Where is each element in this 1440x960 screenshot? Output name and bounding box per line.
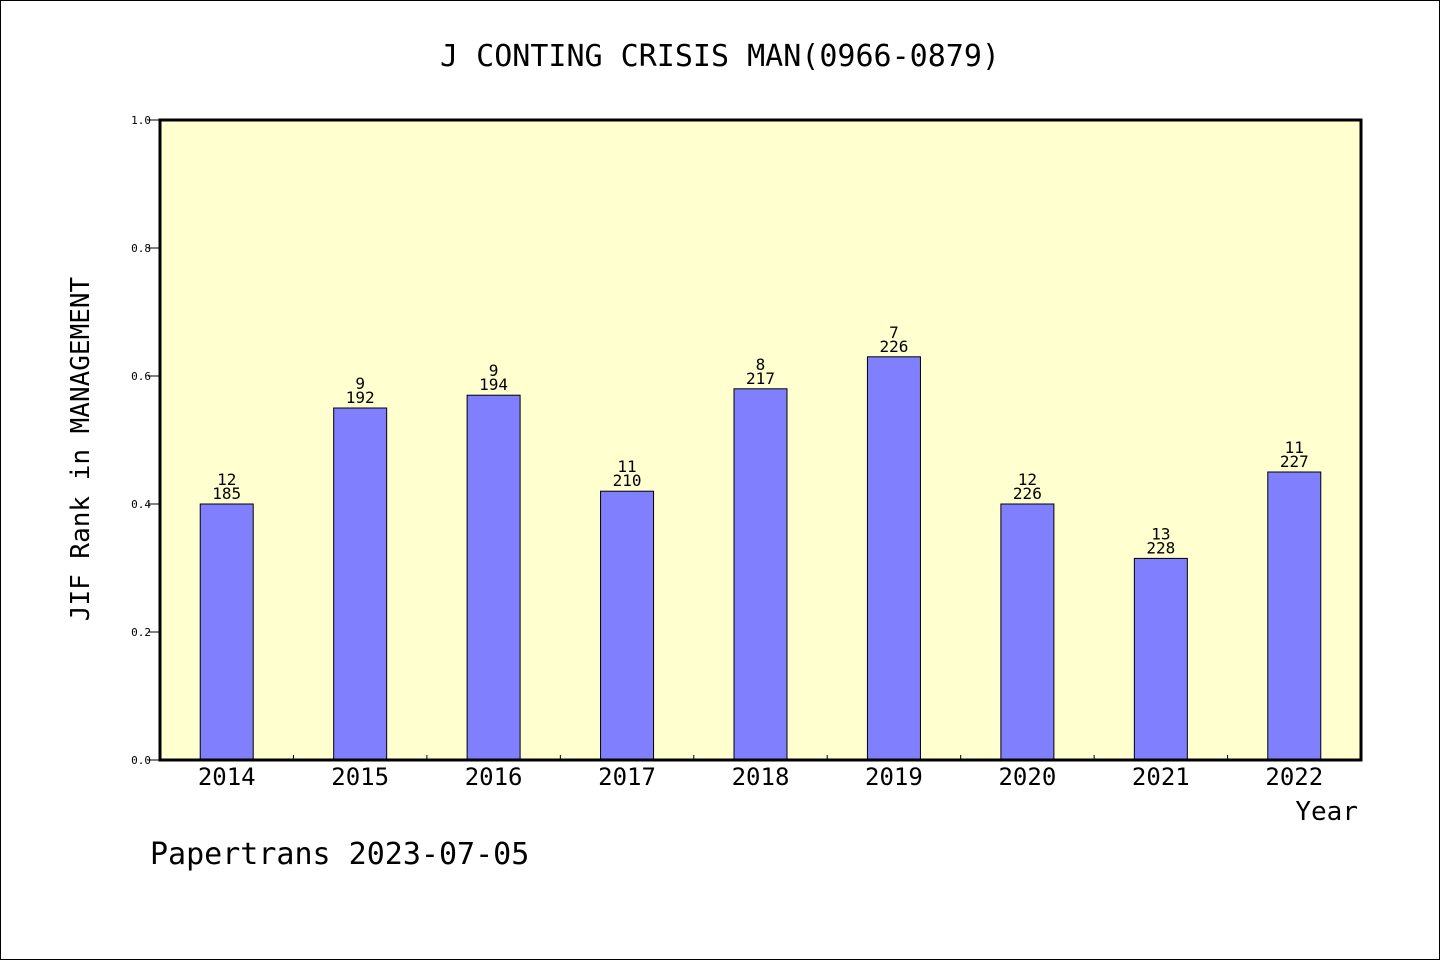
bar-rank-label: 12 xyxy=(1018,470,1037,489)
x-tick-label: 2018 xyxy=(732,763,790,791)
bars: 1218591929194112108217722612226132281122… xyxy=(199,323,1322,761)
x-tick-label: 2014 xyxy=(198,763,256,791)
bar-rank-label: 13 xyxy=(1151,524,1170,543)
bar-total-label: 192 xyxy=(346,388,375,407)
bar-2019 xyxy=(866,356,921,761)
bar-2015 xyxy=(333,407,388,761)
bar-rank-label: 9 xyxy=(489,361,499,380)
y-tick-label: 0.4 xyxy=(131,498,151,511)
y-tick-label: 1.0 xyxy=(131,114,151,127)
chart-title: J CONTING CRISIS MAN(0966-0879) xyxy=(440,39,1000,74)
bar-total-label: 217 xyxy=(746,369,775,388)
y-axis: 0.0 0.2 0.4 0.6 0.8 1.0 xyxy=(131,114,160,767)
bar-total-label: 194 xyxy=(479,375,508,394)
bar-total-label: 226 xyxy=(1013,484,1042,503)
bar-rank-label: 11 xyxy=(1285,438,1304,457)
bar-2017 xyxy=(600,490,655,761)
x-tick-label: 2019 xyxy=(865,763,923,791)
x-tick-label: 2020 xyxy=(998,763,1056,791)
bar-2016 xyxy=(466,394,521,761)
x-tick-label: 2017 xyxy=(598,763,656,791)
x-tick-label: 2022 xyxy=(1265,763,1323,791)
plot-border xyxy=(158,118,1363,762)
bar-2018 xyxy=(733,388,788,761)
bar-2020 xyxy=(1000,503,1055,761)
bar-2022 xyxy=(1267,471,1322,761)
x-tick-label: 2021 xyxy=(1132,763,1190,791)
bar-2014 xyxy=(199,503,254,761)
y-tick-label: 0.2 xyxy=(131,626,151,639)
y-tick-label: 0.8 xyxy=(131,242,151,255)
bar-rank-label: 7 xyxy=(889,323,899,342)
bar-total-label: 227 xyxy=(1280,452,1309,471)
x-axis-label: Year xyxy=(1295,797,1358,827)
bar-rank-label: 11 xyxy=(617,457,636,476)
x-tick-label: 2015 xyxy=(331,763,389,791)
bar-rank-label: 9 xyxy=(355,374,365,393)
bar-total-label: 185 xyxy=(212,484,241,503)
footer-credit: Papertrans 2023-07-05 xyxy=(150,837,529,872)
y-tick-label: 0.6 xyxy=(131,370,151,383)
x-axis: 2014 2015 2016 2017 2018 2019 2020 2021 2022 xyxy=(198,755,1323,791)
x-tick-label: 2016 xyxy=(465,763,523,791)
bar-total-label: 210 xyxy=(613,471,642,490)
bar-total-label: 226 xyxy=(879,337,908,356)
bar-2021 xyxy=(1133,557,1188,761)
y-axis-label: JIF Rank in MANAGEMENT xyxy=(66,276,96,621)
bar-rank-label: 8 xyxy=(756,355,766,374)
bar-total-label: 228 xyxy=(1146,538,1175,557)
y-tick-label: 0.0 xyxy=(131,754,151,767)
bar-rank-label: 12 xyxy=(217,470,236,489)
